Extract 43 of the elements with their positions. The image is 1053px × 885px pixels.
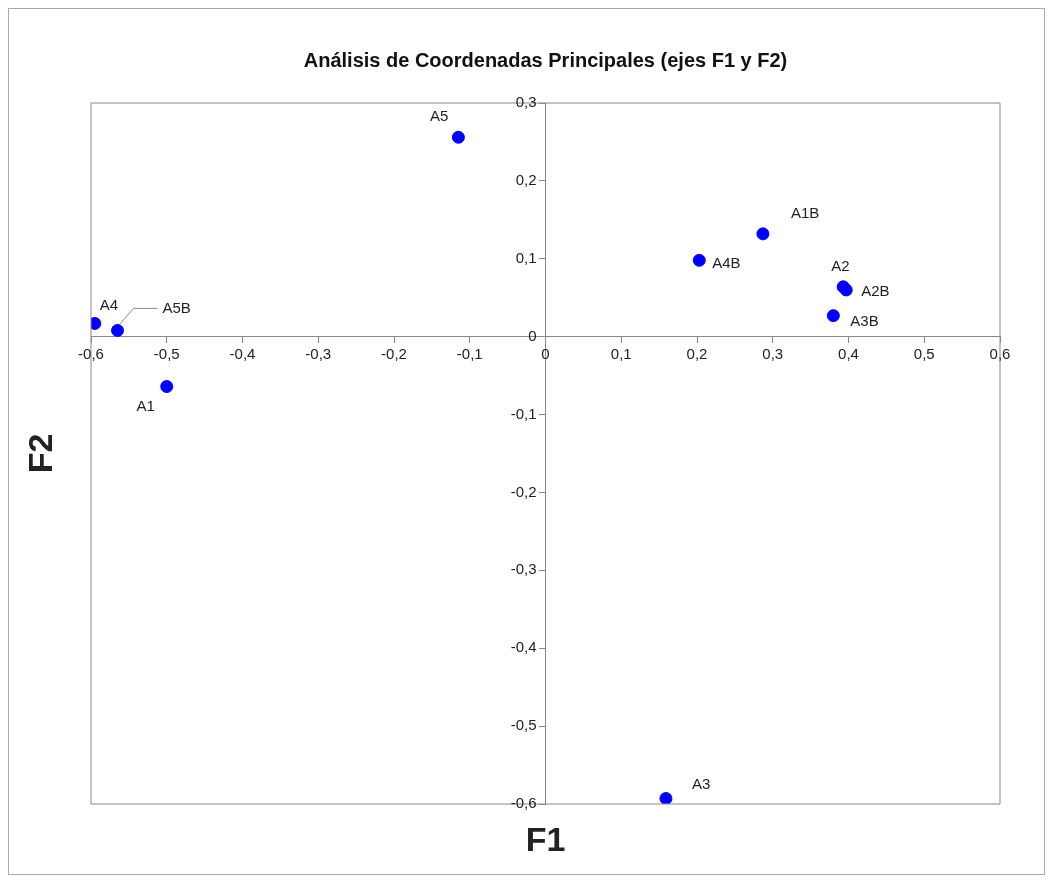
- annotation: A5: [430, 107, 449, 125]
- x-tick-label: 0,6: [989, 344, 1011, 362]
- point: [826, 309, 840, 323]
- y-tick-label: 0,3: [515, 93, 537, 111]
- point: [451, 130, 465, 144]
- annotation: A3B: [850, 311, 879, 329]
- x-tick-label: 0,5: [913, 344, 935, 362]
- annotation: A1B: [790, 203, 820, 221]
- x-tick-label: -0,2: [381, 344, 407, 362]
- x-axis-title: F1: [525, 820, 566, 859]
- annotation: A4: [99, 295, 119, 313]
- point: [692, 253, 706, 267]
- x-tick-label: -0,5: [153, 344, 180, 362]
- x-tick-label: 0,1: [610, 344, 632, 362]
- y-tick-label: -0,3: [510, 560, 537, 578]
- chart-title: Análisis de Coordenadas Principales (ejes F1 y F2): [303, 48, 788, 71]
- x-tick-label: -0,4: [229, 344, 256, 362]
- y-tick-label: 0,2: [515, 171, 537, 189]
- point: [756, 227, 770, 241]
- y-tick-label: -0,2: [510, 482, 537, 500]
- point: [659, 792, 673, 804]
- annotation: A3: [691, 774, 711, 792]
- annotation: A2B: [861, 282, 890, 300]
- x-tick-label: 0,2: [686, 344, 708, 362]
- point: [111, 323, 125, 337]
- y-axis-title: F2: [21, 433, 60, 474]
- y-tick-label: -0,6: [510, 794, 537, 812]
- y-tick-label: 0: [528, 326, 537, 344]
- annotation: A2: [831, 256, 850, 274]
- x-tick-label: 0: [541, 344, 550, 362]
- point: [160, 380, 174, 394]
- x-tick-label: -0,1: [456, 344, 483, 362]
- annotation: A5B: [162, 298, 191, 316]
- y-tick-label: -0,5: [510, 716, 537, 734]
- x-tick-label: 0,4: [838, 344, 859, 362]
- annotation: A4B: [712, 254, 741, 272]
- annotation: A1: [136, 396, 155, 414]
- x-tick-label: 0,3: [762, 344, 784, 362]
- y-tick-label: 0,1: [515, 248, 537, 266]
- x-tick-label: -0,6: [78, 344, 104, 362]
- y-tick-label: -0,4: [510, 638, 537, 656]
- x-tick-label: -0,3: [305, 344, 332, 362]
- y-tick-label: -0,1: [510, 404, 537, 422]
